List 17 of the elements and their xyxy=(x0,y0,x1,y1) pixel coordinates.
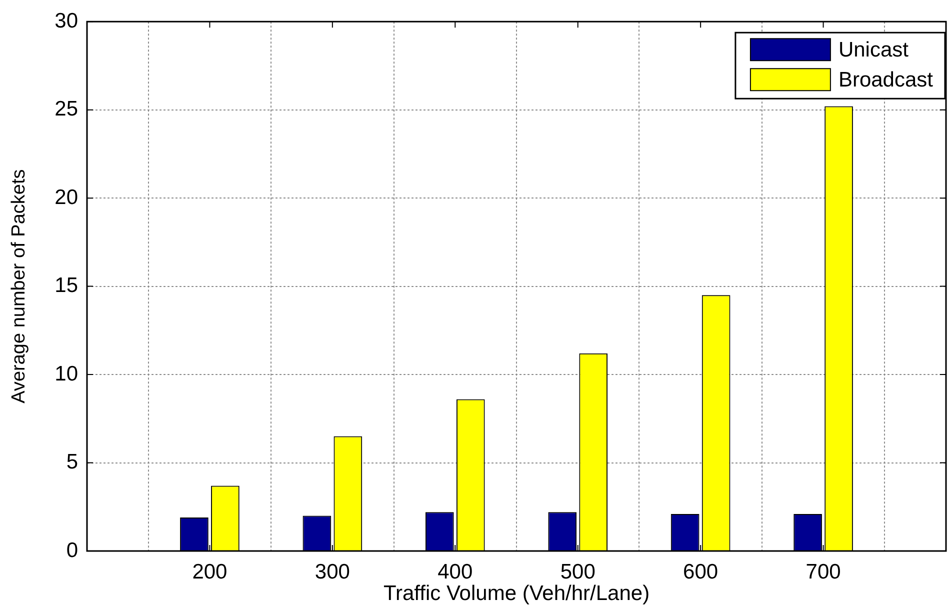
y-tick-label: 5 xyxy=(66,450,78,474)
legend-label: Unicast xyxy=(838,38,909,62)
legend-label: Broadcast xyxy=(838,68,934,92)
x-tick-label: 200 xyxy=(192,560,228,584)
x-tick-label: 300 xyxy=(314,560,350,584)
x-tick-label: 400 xyxy=(438,560,473,584)
y-tick-label: 30 xyxy=(54,9,78,32)
y-tick-label: 25 xyxy=(54,98,78,121)
y-tick-label: 10 xyxy=(54,362,78,386)
y-tick-label: 15 xyxy=(54,274,78,298)
x-tick-label: 700 xyxy=(806,560,841,584)
y-tick-label: 20 xyxy=(54,186,78,209)
x-axis-title: Traffic Volume (Veh/hr/Lane) xyxy=(383,582,650,606)
y-tick-label: 0 xyxy=(66,538,78,562)
x-tick-label: 600 xyxy=(683,560,718,584)
y-axis-title: Average number of Packets xyxy=(8,169,30,404)
x-tick-label: 500 xyxy=(560,560,596,584)
